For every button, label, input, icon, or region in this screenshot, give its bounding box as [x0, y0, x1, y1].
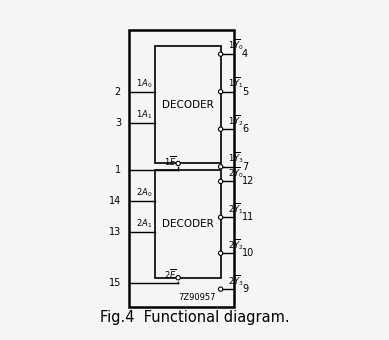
Circle shape — [219, 287, 223, 291]
Circle shape — [219, 251, 223, 255]
Text: 15: 15 — [109, 277, 121, 288]
Text: $1A_0$: $1A_0$ — [136, 78, 152, 90]
Text: 3: 3 — [115, 118, 121, 128]
Text: 9: 9 — [242, 284, 248, 294]
Text: 14: 14 — [109, 196, 121, 206]
Text: $2\overline{Y}_3$: $2\overline{Y}_3$ — [228, 273, 244, 288]
Text: 10: 10 — [242, 248, 254, 258]
Text: $1\overline{Y}_2$: $1\overline{Y}_2$ — [228, 113, 244, 128]
Circle shape — [219, 127, 223, 131]
Text: $1A_1$: $1A_1$ — [137, 108, 152, 121]
Text: 11: 11 — [242, 212, 254, 222]
Circle shape — [219, 52, 223, 56]
Circle shape — [219, 215, 223, 220]
Text: 7Z90957: 7Z90957 — [179, 293, 216, 302]
Circle shape — [176, 275, 180, 280]
Text: $1\overline{E}$: $1\overline{E}$ — [164, 154, 177, 168]
Text: $2\overline{Y}_0$: $2\overline{Y}_0$ — [228, 165, 244, 180]
Circle shape — [176, 161, 180, 166]
Text: $2A_1$: $2A_1$ — [137, 218, 152, 231]
Text: DECODER: DECODER — [162, 100, 214, 110]
Text: $1\overline{Y}_0$: $1\overline{Y}_0$ — [228, 38, 244, 52]
Bar — [129, 30, 234, 307]
Text: $2A_0$: $2A_0$ — [136, 187, 152, 199]
Text: 5: 5 — [242, 87, 248, 97]
Text: 4: 4 — [242, 49, 248, 59]
Text: 13: 13 — [109, 227, 121, 237]
Text: $2\overline{Y}_2$: $2\overline{Y}_2$ — [228, 237, 244, 252]
Text: DECODER: DECODER — [162, 219, 214, 229]
Text: $1\overline{Y}_1$: $1\overline{Y}_1$ — [228, 75, 244, 90]
Text: $2\overline{Y}_1$: $2\overline{Y}_1$ — [228, 201, 244, 216]
Circle shape — [219, 179, 223, 184]
Text: 2: 2 — [115, 87, 121, 97]
Text: $1\overline{Y}_3$: $1\overline{Y}_3$ — [228, 151, 244, 165]
Text: 7: 7 — [242, 162, 248, 172]
Text: $2\overline{E}$: $2\overline{E}$ — [164, 267, 177, 281]
Circle shape — [219, 89, 223, 94]
Text: Fig.4  Functional diagram.: Fig.4 Functional diagram. — [100, 310, 289, 325]
Circle shape — [219, 165, 223, 169]
Text: 6: 6 — [242, 124, 248, 134]
Bar — [155, 46, 221, 164]
Text: 12: 12 — [242, 176, 254, 186]
Bar — [155, 170, 221, 278]
Text: 1: 1 — [115, 165, 121, 175]
